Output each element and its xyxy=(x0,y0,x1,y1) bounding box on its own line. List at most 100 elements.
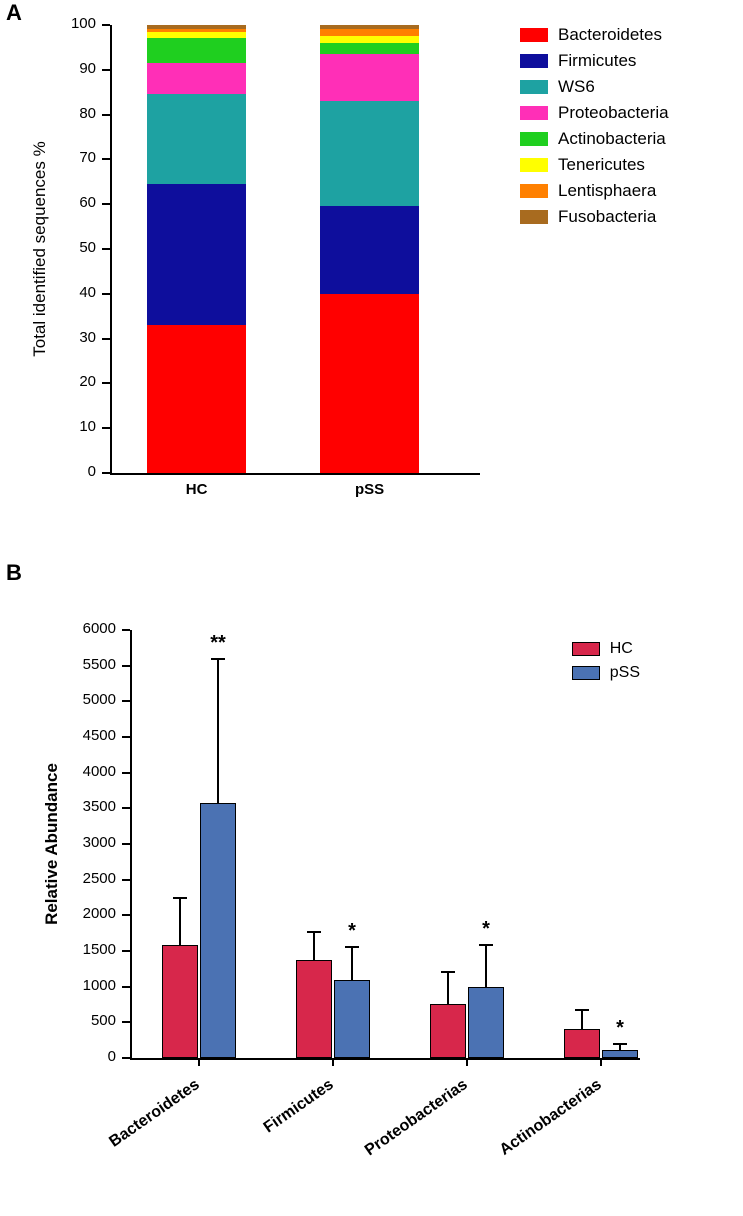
legend-item: pSS xyxy=(572,664,640,682)
legend-item: Proteobacteria xyxy=(520,103,669,123)
chart-a-ytick-label: 50 xyxy=(79,239,96,256)
chart-b-ytick: 4500 xyxy=(122,736,130,738)
chart-b-category-label: Actinobacterias xyxy=(497,1076,606,1160)
legend-swatch xyxy=(520,106,548,120)
bar-segment xyxy=(320,206,419,293)
chart-a-ytick: 0 xyxy=(102,472,110,474)
bar xyxy=(334,980,370,1058)
chart-b-ytick: 2500 xyxy=(122,879,130,881)
error-bar xyxy=(313,932,315,961)
legend-swatch xyxy=(520,132,548,146)
legend-label: Proteobacteria xyxy=(558,103,669,123)
chart-a-category-label: HC xyxy=(186,481,208,498)
legend-label: WS6 xyxy=(558,77,595,97)
legend-swatch xyxy=(572,666,600,680)
chart-b-ytick-label: 0 xyxy=(108,1048,116,1065)
chart-b-ytick-label: 2500 xyxy=(83,870,116,887)
error-cap xyxy=(307,931,321,933)
bar-segment xyxy=(147,29,246,32)
error-bar xyxy=(619,1044,621,1050)
chart-b-ytick: 6000 xyxy=(122,629,130,631)
chart-b-category-label: Bacteroidetes xyxy=(106,1076,203,1151)
bar xyxy=(162,945,198,1058)
bar-segment xyxy=(147,38,246,63)
chart-b-ytick: 500 xyxy=(122,1021,130,1023)
bar-segment xyxy=(320,101,419,206)
chart-a-ytick-label: 90 xyxy=(79,60,96,77)
chart-b-category-label: Proteobacterias xyxy=(362,1076,471,1160)
legend-swatch xyxy=(520,28,548,42)
chart-b-ytick: 5500 xyxy=(122,665,130,667)
significance-marker: * xyxy=(482,918,490,941)
stacked-bar-chart: Total identified sequences % 01020304050… xyxy=(110,25,480,475)
figure: A Total identified sequences % 010203040… xyxy=(0,0,743,1215)
chart-b-category-label: Firmicutes xyxy=(261,1076,338,1137)
chart-a-ytick: 100 xyxy=(102,24,110,26)
error-cap xyxy=(479,944,493,946)
legend-item: HC xyxy=(572,640,640,658)
legend-item: Lentisphaera xyxy=(520,181,669,201)
panel-a-label: A xyxy=(6,0,22,26)
bar-segment xyxy=(320,36,419,43)
chart-b-ytick: 2000 xyxy=(122,914,130,916)
grouped-bar-chart: Relative Abundance HCpSS 050010001500200… xyxy=(130,630,640,1060)
chart-b-ytick: 1500 xyxy=(122,950,130,952)
chart-a-ytick-label: 100 xyxy=(71,15,96,32)
chart-a-ytick: 30 xyxy=(102,338,110,340)
chart-b-xtick xyxy=(600,1058,602,1066)
chart-a-ytick: 40 xyxy=(102,293,110,295)
legend-label: Bacteroidetes xyxy=(558,25,662,45)
legend-label: HC xyxy=(610,640,633,658)
error-bar xyxy=(485,945,487,987)
legend-item: Firmicutes xyxy=(520,51,669,71)
chart-a-ytick: 70 xyxy=(102,158,110,160)
chart-b-ytick: 5000 xyxy=(122,700,130,702)
significance-marker: ** xyxy=(210,632,226,655)
chart-b-ytick-label: 3500 xyxy=(83,798,116,815)
chart-a-ytick-label: 0 xyxy=(88,463,96,480)
legend-item: Actinobacteria xyxy=(520,129,669,149)
chart-a-ytick: 90 xyxy=(102,69,110,71)
chart-b-legend: HC pSS xyxy=(572,640,640,688)
bar-segment xyxy=(320,43,419,54)
chart-b-ylabel: Relative Abundance xyxy=(42,763,62,925)
bar xyxy=(296,960,332,1058)
significance-marker: * xyxy=(616,1017,624,1040)
legend-swatch xyxy=(520,158,548,172)
legend-label: Tenericutes xyxy=(558,155,645,175)
error-cap xyxy=(173,897,187,899)
chart-a-ytick-label: 30 xyxy=(79,329,96,346)
legend-label: Actinobacteria xyxy=(558,129,666,149)
error-cap xyxy=(345,946,359,948)
error-bar xyxy=(179,898,181,946)
chart-b-ytick: 4000 xyxy=(122,772,130,774)
legend-swatch xyxy=(520,184,548,198)
legend-swatch xyxy=(520,80,548,94)
bar-segment xyxy=(320,54,419,101)
chart-b-ytick-label: 4500 xyxy=(83,727,116,744)
chart-a-legend: Bacteroidetes Firmicutes WS6 Proteobacteria… xyxy=(520,25,669,233)
legend-swatch xyxy=(572,642,600,656)
legend-item: Tenericutes xyxy=(520,155,669,175)
error-cap xyxy=(441,971,455,973)
legend-label: Firmicutes xyxy=(558,51,636,71)
chart-a-ytick: 20 xyxy=(102,382,110,384)
chart-b-ytick: 3000 xyxy=(122,843,130,845)
legend-swatch xyxy=(520,54,548,68)
bar-segment xyxy=(147,32,246,39)
chart-a-ytick-label: 80 xyxy=(79,105,96,122)
bar-segment xyxy=(320,25,419,29)
chart-b-ytick-label: 5500 xyxy=(83,656,116,673)
chart-b-xtick xyxy=(466,1058,468,1066)
chart-a-ytick-label: 70 xyxy=(79,149,96,166)
legend-item: WS6 xyxy=(520,77,669,97)
bar-segment xyxy=(147,184,246,325)
significance-marker: * xyxy=(348,920,356,943)
error-cap xyxy=(211,658,225,660)
bar-segment xyxy=(147,63,246,94)
legend-label: Lentisphaera xyxy=(558,181,656,201)
chart-b-ytick-label: 500 xyxy=(91,1012,116,1029)
chart-b-ytick-label: 1500 xyxy=(83,941,116,958)
bar xyxy=(200,803,236,1058)
legend-item: Fusobacteria xyxy=(520,207,669,227)
